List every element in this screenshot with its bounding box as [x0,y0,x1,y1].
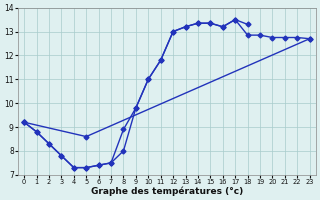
X-axis label: Graphe des températures (°c): Graphe des températures (°c) [91,186,243,196]
